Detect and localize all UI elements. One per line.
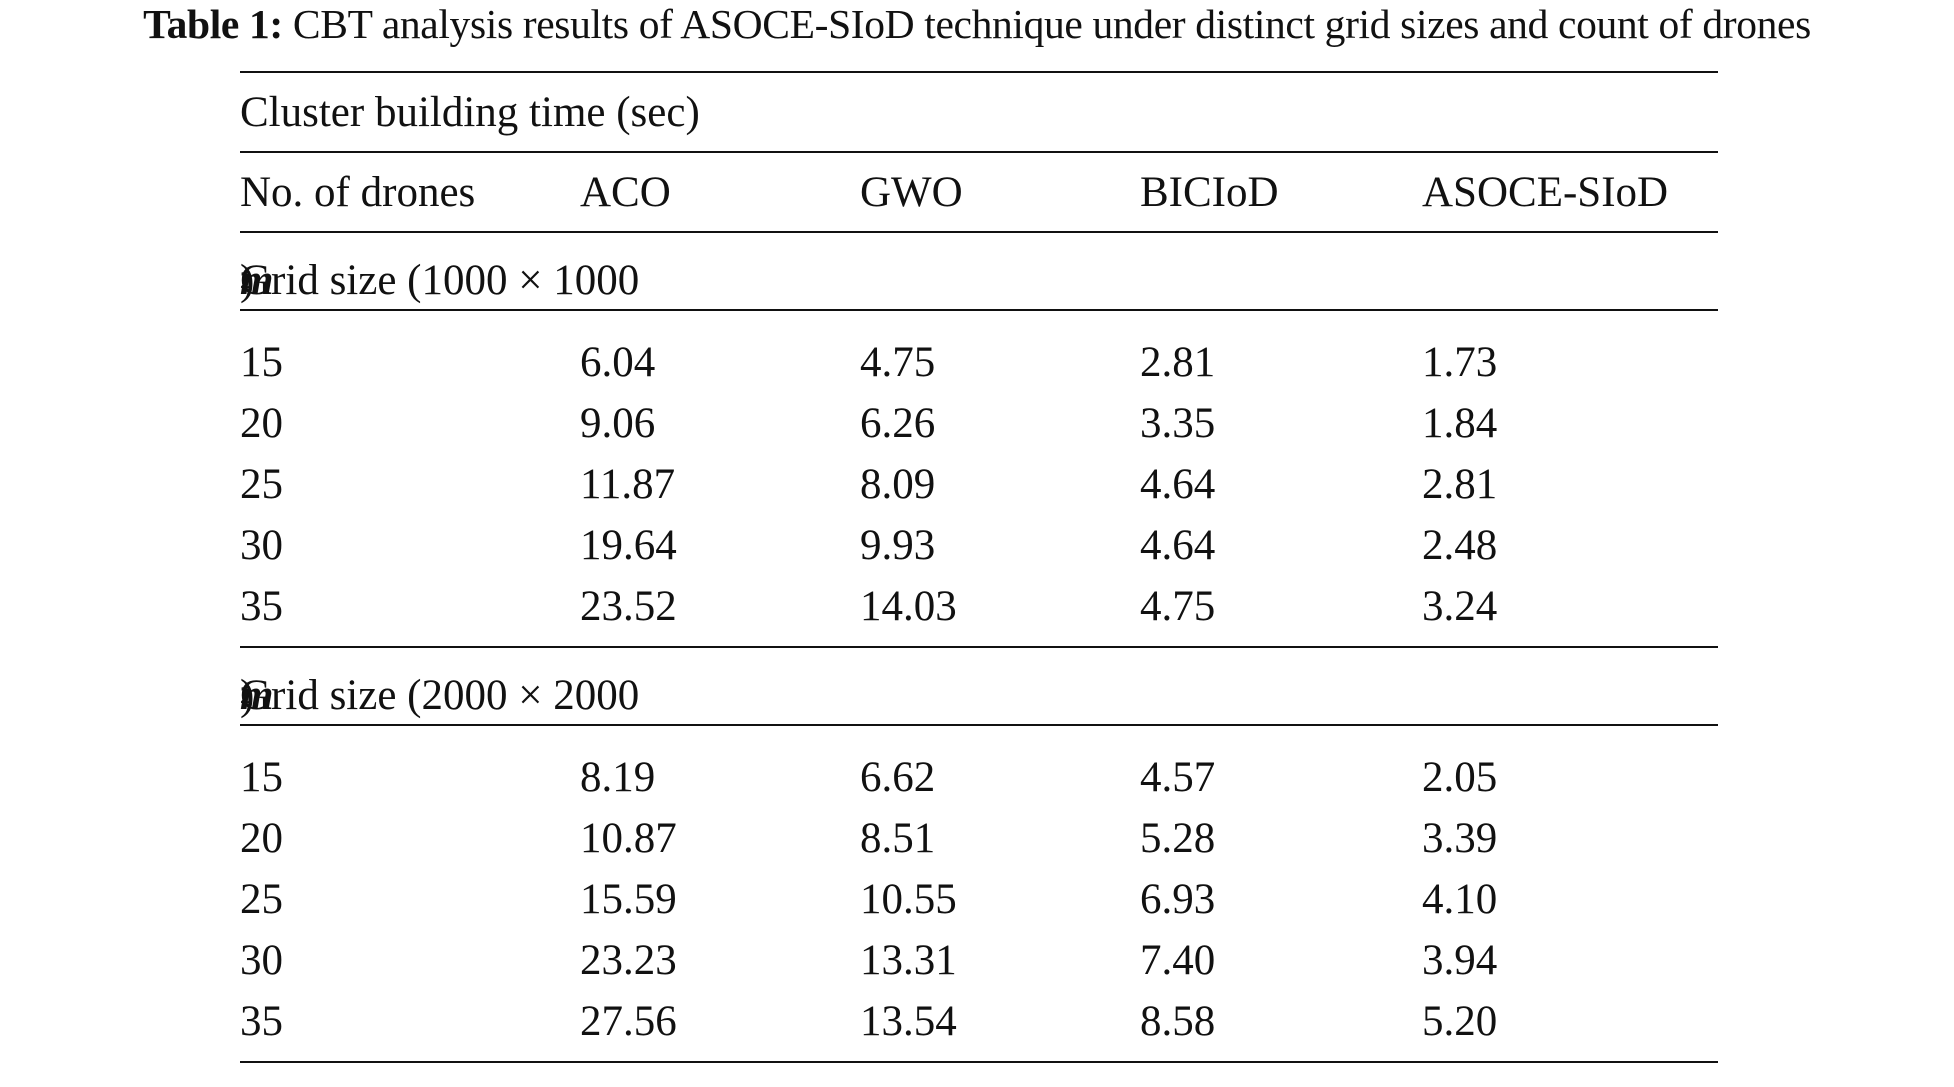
table-row: 25 11.87 8.09 4.64 2.81 bbox=[240, 461, 1498, 508]
table-caption: Table 1: CBT analysis results of ASOCE-S… bbox=[0, 0, 1954, 48]
table-bottom-rule bbox=[240, 1061, 1718, 1063]
table-row: 15 8.19 6.62 4.57 2.05 bbox=[240, 754, 1498, 801]
header-rule bbox=[240, 231, 1718, 233]
caption-label: Table 1: bbox=[143, 1, 283, 47]
table-row: 30 19.64 9.93 4.64 2.48 bbox=[240, 522, 1498, 569]
table-title-row: Cluster building time (sec) bbox=[240, 73, 1718, 151]
header-drones: No. of drones bbox=[240, 169, 476, 216]
header-biciod: BICIoD bbox=[1140, 169, 1279, 216]
results-table: Cluster building time (sec) No. of drone… bbox=[240, 71, 1718, 1063]
table-row: 35 23.52 14.03 4.75 3.24 bbox=[240, 583, 1498, 630]
header-aco: ACO bbox=[580, 169, 671, 216]
header-asoce-siod: ASOCE-SIoD bbox=[1422, 169, 1669, 216]
section-2-rule bbox=[240, 724, 1718, 726]
table-row: 35 27.56 13.54 8.58 5.20 bbox=[240, 998, 1498, 1045]
table-row: 15 6.04 4.75 2.81 1.73 bbox=[240, 339, 1498, 386]
table-row: 20 10.87 8.51 5.28 3.39 bbox=[240, 815, 1498, 862]
caption-text: CBT analysis results of ASOCE-SIoD techn… bbox=[292, 1, 1811, 47]
section-1-end-rule bbox=[240, 646, 1718, 648]
table-title: Cluster building time (sec) bbox=[240, 89, 700, 136]
table-row: 20 9.06 6.26 3.35 1.84 bbox=[240, 400, 1498, 447]
section-1-label-row: Grid size (1000 × 1000 m 2) bbox=[240, 257, 640, 304]
section-1-rule bbox=[240, 309, 1718, 311]
section-2-label-row: Grid size (2000 × 2000 m 2) bbox=[240, 672, 640, 719]
table-row: 25 15.59 10.55 6.93 4.10 bbox=[240, 876, 1498, 923]
header-gwo: GWO bbox=[860, 169, 963, 216]
column-header-row: No. of drones ACO GWO BICIoD ASOCE-SIoD bbox=[240, 153, 1718, 231]
table-top-rule bbox=[240, 71, 1718, 73]
table-row: 30 23.23 13.31 7.40 3.94 bbox=[240, 937, 1498, 984]
title-rule bbox=[240, 151, 1718, 153]
